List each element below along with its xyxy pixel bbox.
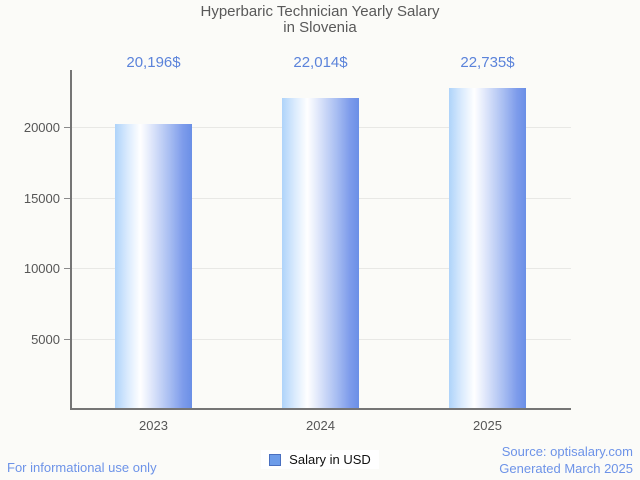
y-axis-tick-label: 10000 (23, 261, 60, 277)
bar-2025 (449, 87, 526, 408)
bar-2023 (115, 123, 192, 408)
y-axis-tick-label: 20000 (23, 119, 60, 135)
bar-value-label: 20,196$ (126, 54, 181, 71)
y-axis-tick-label: 15000 (23, 190, 60, 206)
y-axis-tick-label: 5000 (31, 332, 60, 348)
x-axis-tick-label: 2023 (139, 418, 168, 433)
informational-note: For informational use only (7, 460, 157, 475)
legend-label: Salary in USD (289, 452, 371, 467)
chart-legend: Salary in USD (0, 450, 640, 469)
bar-value-label: 22,014$ (293, 54, 348, 71)
chart-title-line1: Hyperbaric Technician Yearly Salary (200, 3, 440, 20)
y-axis-tick (64, 339, 70, 341)
bar-value-label: 22,735$ (460, 54, 515, 71)
y-axis-tick (64, 197, 70, 199)
y-axis-tick (64, 126, 70, 128)
chart-title: Hyperbaric Technician Yearly Salary in S… (0, 4, 640, 36)
plot-area (70, 70, 571, 410)
x-axis-tick-label: 2024 (306, 418, 335, 433)
legend-item-salary[interactable]: Salary in USD (261, 450, 379, 469)
legend-marker-icon (269, 453, 282, 466)
bar-2024 (282, 98, 359, 408)
y-axis-tick (64, 268, 70, 270)
x-axis-tick-label: 2025 (473, 418, 502, 433)
source-line: Source: optisalary.com (501, 444, 633, 459)
source-attribution: Source: optisalary.com Generated March 2… (499, 443, 633, 477)
generated-line: Generated March 2025 (499, 461, 633, 476)
chart-title-line2: in Slovenia (283, 19, 357, 36)
